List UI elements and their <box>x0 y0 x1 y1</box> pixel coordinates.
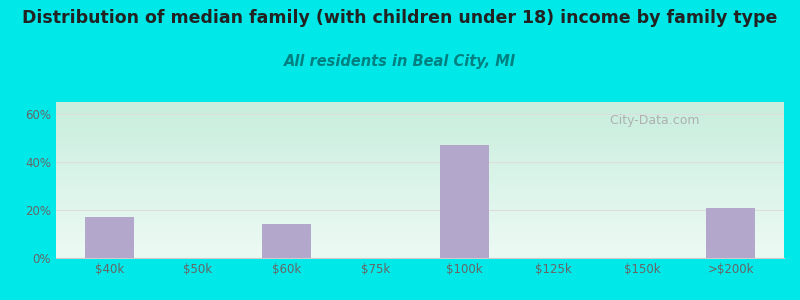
Bar <box>440 145 489 258</box>
Text: City-Data.com: City-Data.com <box>602 114 699 127</box>
Text: All residents in Beal City, MI: All residents in Beal City, MI <box>284 54 516 69</box>
Text: Distribution of median family (with children under 18) income by family type: Distribution of median family (with chil… <box>22 9 778 27</box>
Bar <box>706 208 755 258</box>
Bar <box>262 224 311 258</box>
Bar <box>85 217 134 258</box>
